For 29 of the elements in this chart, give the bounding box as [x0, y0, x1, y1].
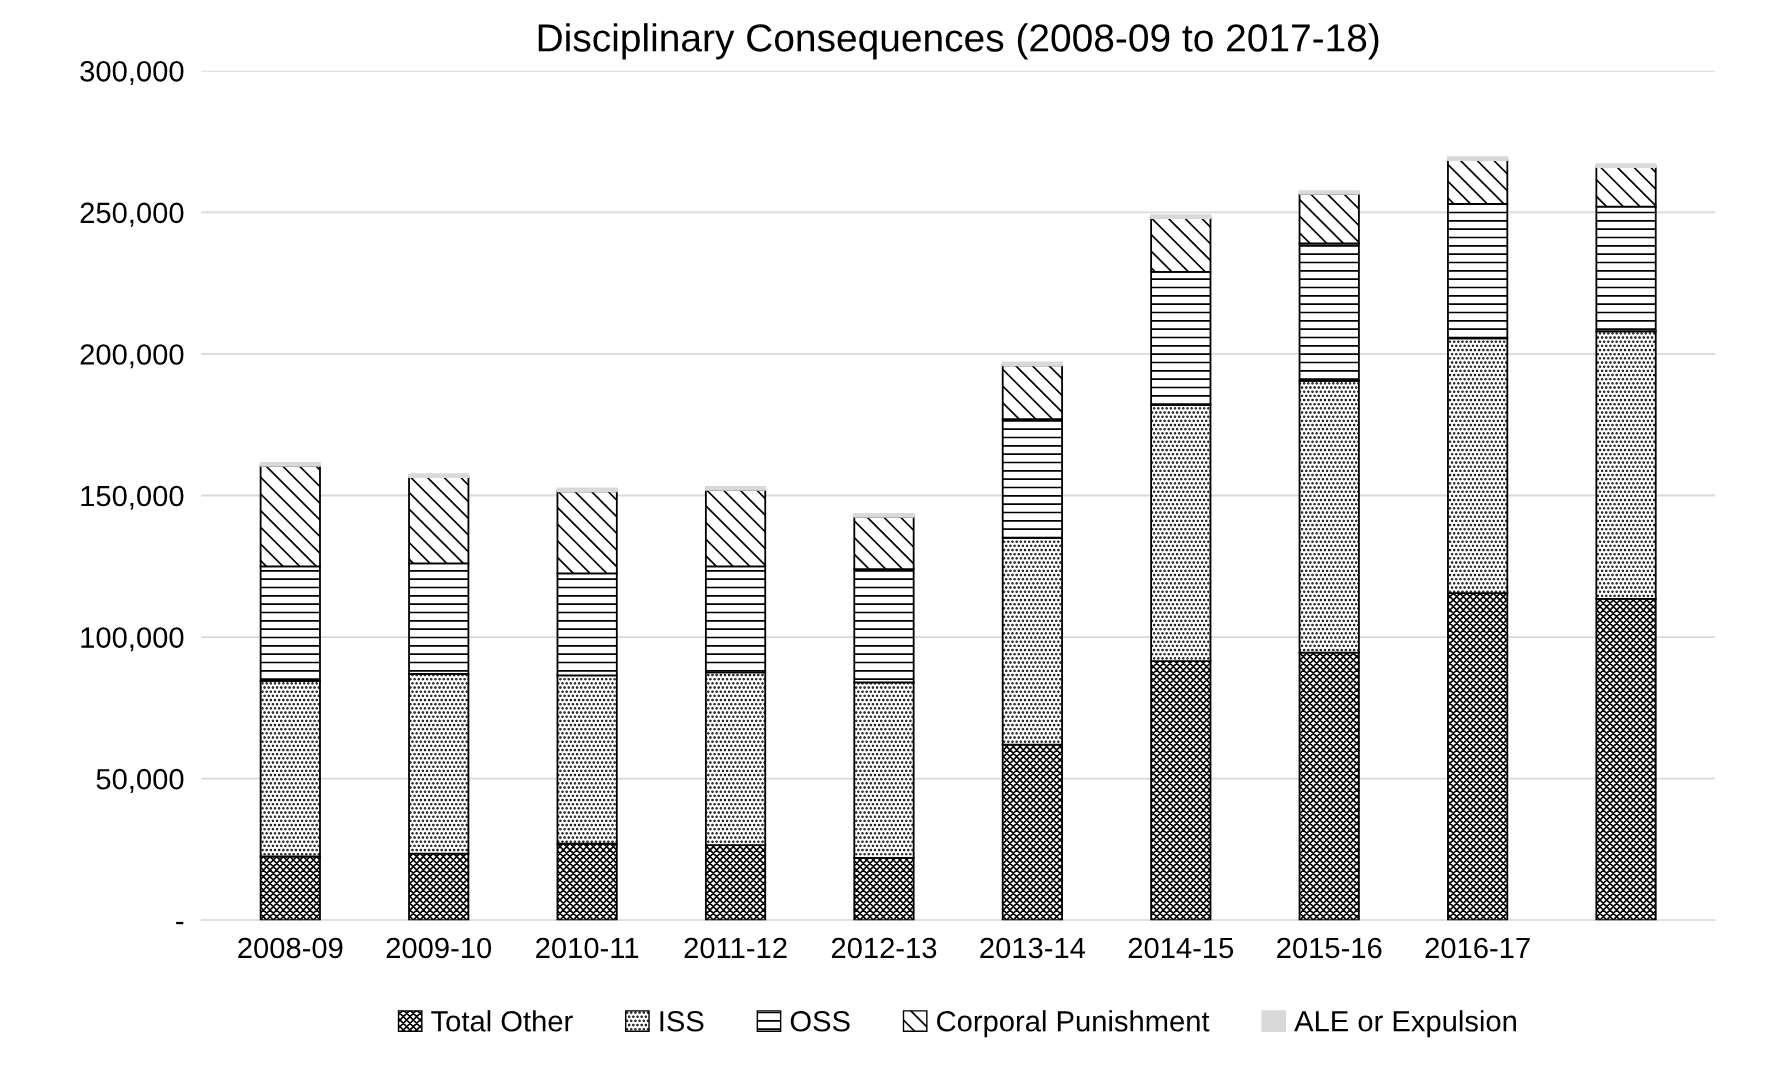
x-tick-label: 2012-13 [831, 937, 937, 959]
y-tick-label: 250,000 [80, 202, 184, 227]
x-tick-label: 2009-10 [386, 937, 492, 959]
chart-title: Disciplinary Consequences (2008-09 to 2017-18) [538, 23, 1379, 60]
y-tick-label: 200,000 [80, 344, 184, 369]
bar [853, 512, 915, 518]
y-tick-label: - [176, 921, 184, 925]
bar [1447, 156, 1509, 161]
y-tick-label: 300,000 [80, 60, 184, 86]
x-tick-label: 2014-15 [1128, 937, 1234, 959]
x-tick-label: 2011-12 [684, 937, 787, 959]
bar [1298, 190, 1360, 195]
legend-label: ISS [660, 1010, 704, 1032]
legend-label: Corporal Punishment [937, 1010, 1210, 1038]
x-tick-label: 2013-14 [980, 937, 1086, 959]
bar [704, 486, 767, 491]
y-tick-label: 150,000 [81, 485, 184, 510]
legend-label: ALE or Expulsion [1294, 1010, 1516, 1038]
x-tick-label: 2010-11 [536, 937, 639, 959]
bar [259, 462, 321, 467]
y-tick-label: 50,000 [96, 768, 184, 793]
bar [408, 473, 470, 478]
x-tick-label: 2016-17 [1425, 937, 1530, 959]
bar [1595, 163, 1657, 168]
legend-label: Total Other [431, 1010, 573, 1032]
y-tick-label: 100,000 [81, 627, 184, 652]
x-tick-label: 2015-16 [1277, 937, 1382, 959]
legend-label: OSS [790, 1010, 850, 1032]
x-tick-label: 2008-09 [238, 937, 343, 959]
